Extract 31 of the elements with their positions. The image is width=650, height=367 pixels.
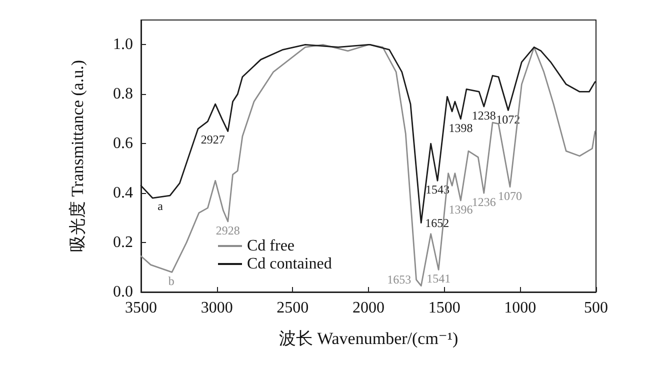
annotation: a [158,198,164,213]
legend-label: Cd contained [247,256,332,272]
x-tick-label: 2500 [276,300,309,316]
y-tick-label: 0.4 [113,184,133,202]
y-tick-label: 0.6 [113,135,133,152]
annotation: 1541 [426,272,451,286]
annotation: 1543 [426,182,450,197]
annotation: 1652 [425,216,450,230]
y-tick-label: 1.0 [113,36,133,54]
x-tick-label: 500 [584,300,608,316]
annotation: b [168,274,174,288]
y-tick-label: 0.2 [113,234,133,252]
annotation: 2927 [200,132,225,146]
y-tick-label: 0.0 [113,284,133,300]
y-tick-label: 0.8 [113,86,133,103]
x-tick-label: 1000 [504,300,536,316]
x-tick-label: 1500 [428,300,460,316]
x-tick-label: 2000 [352,300,384,316]
x-tick-label: 3500 [125,300,157,316]
x-axis-title: 波长 Wavenumber/(cm⁻¹) [278,329,458,348]
annotation: 1398 [448,120,473,135]
annotation: 1070 [498,188,522,203]
legend-label: Cd free [247,238,295,254]
annotation: 2928 [216,224,240,238]
annotation: 1236 [472,195,496,210]
x-tick-label: 3000 [200,300,233,316]
line-series [140,44,596,287]
y-axis-title: 吸光度 Transmittance (a.u.) [68,60,87,252]
annotation: 1238 [472,108,496,123]
annotation: 1653 [387,272,412,286]
annotation: 1396 [448,202,473,217]
